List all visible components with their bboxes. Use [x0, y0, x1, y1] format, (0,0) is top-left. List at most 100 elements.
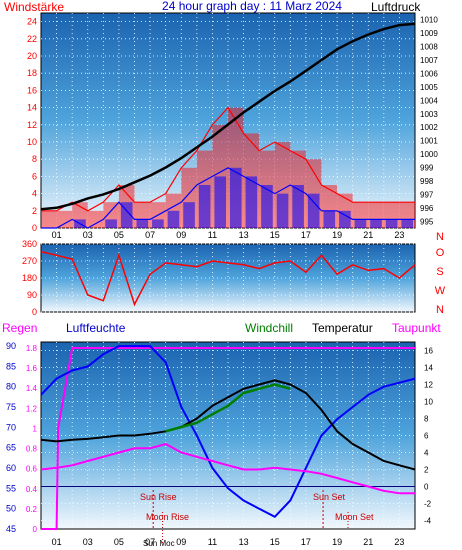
- dewpoint-label: Taupunkt: [392, 321, 441, 335]
- x-tick-label: 09: [176, 230, 186, 240]
- moon-set-label: Moon Set: [335, 512, 374, 522]
- climate-chart: 00.20.40.60.811.21.41.61.845505560657075…: [6, 341, 433, 547]
- direction-degree-tick: 90: [27, 290, 37, 300]
- pressure-label: Luftdruck: [371, 0, 421, 14]
- humidity-axis-tick: 60: [6, 463, 16, 473]
- direction-degree-tick: 360: [22, 239, 37, 249]
- direction-degree-tick: 270: [22, 256, 37, 266]
- pressure-axis-tick: 1006: [420, 69, 438, 78]
- average-wind-bar: [214, 176, 226, 228]
- temperature-axis-tick: 8: [424, 415, 429, 424]
- x-tick-label: 13: [239, 537, 249, 547]
- average-wind-bar: [339, 210, 351, 228]
- wind-axis-tick: 12: [27, 120, 37, 130]
- humidity-line: [40, 345, 416, 519]
- pressure-line: [40, 22, 416, 211]
- x-tick-label: 19: [332, 537, 342, 547]
- temperature-axis-tick: 6: [424, 432, 429, 441]
- pressure-axis-tick: 997: [420, 190, 434, 199]
- rain-axis-tick: 0.6: [26, 465, 38, 474]
- x-tick-label: 17: [301, 230, 311, 240]
- average-wind-bar: [105, 219, 117, 228]
- direction-degree-tick: 0: [32, 307, 37, 317]
- rain-label: Regen: [2, 321, 37, 335]
- pressure-axis-tick: 998: [420, 177, 434, 186]
- x-tick-label: 07: [145, 230, 155, 240]
- pressure-axis-tick: 996: [420, 204, 434, 213]
- average-wind-bar: [120, 202, 133, 228]
- humidity-axis-tick: 90: [6, 341, 16, 351]
- average-wind-bar: [230, 167, 242, 228]
- average-wind-bar: [167, 210, 180, 228]
- humidity-axis-tick: 45: [6, 524, 16, 534]
- pressure-axis-tick: 999: [420, 164, 434, 173]
- windchill-label: Windchill: [245, 321, 293, 335]
- wind-strength-label: Windstärke: [4, 0, 64, 14]
- rain-axis-tick: 1.4: [26, 384, 38, 393]
- x-tick-label: 23: [394, 537, 404, 547]
- average-wind-bar: [401, 219, 413, 228]
- chart-title: 24 hour graph day : 11 Marz 2024: [162, 0, 342, 13]
- average-wind-bar: [292, 185, 304, 228]
- pressure-axis-tick: 1003: [420, 110, 438, 119]
- rain-line: [41, 347, 415, 530]
- x-tick-label: 11: [208, 537, 217, 547]
- average-wind-bar: [385, 219, 398, 228]
- humidity-axis-tick: 85: [6, 361, 16, 371]
- pressure-axis-tick: 1010: [420, 16, 438, 25]
- sun-rise-label: Sun Rise: [140, 492, 177, 502]
- average-wind-bar: [276, 193, 289, 228]
- compass-letter: N: [436, 231, 444, 243]
- wind-axis-tick: 10: [27, 137, 37, 147]
- humidity-axis-tick: 55: [6, 483, 16, 493]
- average-wind-bar: [198, 185, 211, 228]
- average-wind-bar: [307, 193, 320, 228]
- x-tick-label: 23: [394, 230, 404, 240]
- humidity-label: Luftfeuchte: [66, 321, 126, 335]
- sun-moon-text: Sun Moc: [143, 539, 175, 548]
- temperature-axis-tick: 10: [424, 398, 433, 407]
- gust-line: [41, 106, 415, 212]
- x-tick-label: 01: [52, 537, 62, 547]
- x-tick-label: 15: [270, 230, 280, 240]
- gust-bar: [41, 210, 57, 228]
- gust-bar: [56, 210, 73, 228]
- temperature-axis-tick: -2: [424, 500, 432, 509]
- wind-axis-tick: 2: [32, 206, 37, 216]
- wind-pressure-plot-area: [40, 12, 416, 229]
- temperature-axis-tick: 12: [424, 381, 433, 390]
- wind-axis-tick: 14: [27, 103, 37, 113]
- temperature-axis-tick: 14: [424, 364, 433, 373]
- pressure-axis-tick: 1005: [420, 83, 438, 92]
- wind-axis-tick: 18: [27, 68, 37, 78]
- wind-axis-tick: 24: [27, 17, 37, 27]
- windchill-line: [165, 383, 291, 433]
- humidity-axis-tick: 65: [6, 443, 16, 453]
- compass-letter: O: [436, 247, 445, 259]
- x-tick-label: 11: [208, 230, 217, 240]
- gust-bar: [87, 210, 104, 228]
- temperature-line: [40, 379, 416, 471]
- average-wind-bar: [152, 219, 164, 228]
- x-tick-label: 05: [114, 537, 124, 547]
- average-wind-line: [41, 167, 415, 229]
- average-wind-bar: [245, 176, 258, 228]
- rain-axis-tick: 0: [33, 525, 38, 534]
- x-tick-label: 17: [301, 537, 311, 547]
- wind-axis-tick: 4: [32, 189, 37, 199]
- average-wind-bar: [261, 185, 273, 228]
- rain-axis-tick: 1.8: [26, 344, 38, 353]
- pressure-axis-tick: 1004: [420, 96, 438, 105]
- pressure-axis-tick: 1002: [420, 123, 438, 132]
- temperature-axis-tick: 2: [424, 466, 429, 475]
- average-wind-bar: [136, 219, 149, 228]
- rain-axis-tick: 1: [33, 424, 38, 433]
- average-wind-bar: [183, 202, 195, 228]
- moon-rise-label: Moon Rise: [146, 512, 189, 522]
- compass-letter: S: [436, 266, 443, 278]
- temperature-axis-tick: -4: [424, 517, 432, 526]
- temperature-label: Temperatur: [312, 321, 373, 335]
- rain-axis-tick: 1.6: [26, 364, 38, 373]
